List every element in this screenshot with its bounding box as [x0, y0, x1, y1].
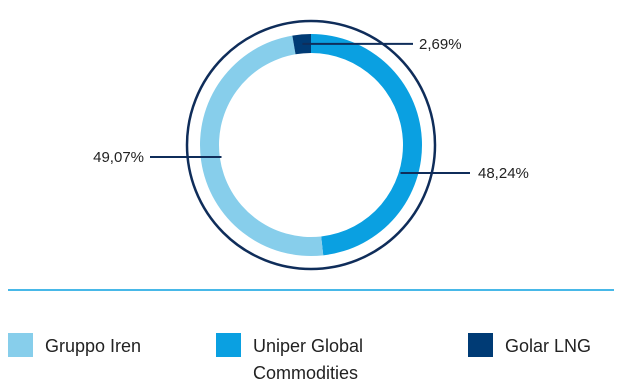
value-label-uniper-global-commodities: 48,24% — [478, 165, 529, 182]
legend-label: Gruppo Iren — [45, 336, 141, 356]
slice-uniper-global-commodities — [311, 34, 422, 256]
legend-swatch — [468, 333, 493, 357]
value-label-gruppo-iren: 49,07% — [93, 149, 144, 166]
legend-item-uniper-global-commodities: Uniper Global Commodities — [216, 333, 363, 383]
legend-swatch — [8, 333, 33, 357]
legend: Gruppo Iren Uniper Global Commodities Golar… — [8, 333, 591, 383]
legend-swatch — [216, 333, 241, 357]
slice-gruppo-iren — [200, 35, 324, 256]
donut-slices — [200, 34, 422, 256]
value-label-golar-lng: 2,69% — [419, 36, 462, 53]
slice-golar-lng — [292, 34, 311, 55]
legend-item-golar-lng: Golar LNG — [468, 333, 591, 357]
legend-label: Golar LNG — [505, 336, 591, 356]
legend-item-gruppo-iren: Gruppo Iren — [8, 333, 141, 357]
legend-label: Uniper Global Commodities — [253, 336, 363, 383]
outer-ring — [185, 19, 437, 271]
callouts: 2,69% 48,24% 49,07% — [93, 36, 529, 182]
